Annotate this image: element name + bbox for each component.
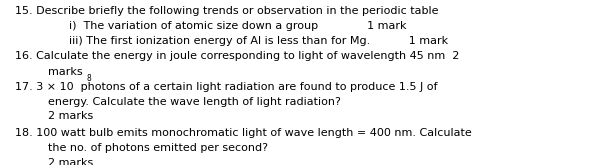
- Text: i)  The variation of atomic size down a group              1 mark: i) The variation of atomic size down a g…: [69, 21, 406, 31]
- Text: 2 marks: 2 marks: [48, 158, 93, 165]
- Text: iii) The first ionization energy of Al is less than for Mg.           1 mark: iii) The first ionization energy of Al i…: [69, 36, 448, 46]
- Text: 17. 3 × 10  photons of a certain light radiation are found to produce 1.5 J of: 17. 3 × 10 photons of a certain light ra…: [15, 82, 438, 92]
- Text: 2 marks: 2 marks: [48, 111, 93, 121]
- Text: marks: marks: [48, 67, 82, 77]
- Text: energy. Calculate the wave length of light radiation?: energy. Calculate the wave length of lig…: [48, 97, 341, 107]
- Text: 16. Calculate the energy in joule corresponding to light of wavelength 45 nm  2: 16. Calculate the energy in joule corres…: [15, 51, 459, 61]
- Text: 8: 8: [86, 74, 91, 83]
- Text: the no. of photons emitted per second?: the no. of photons emitted per second?: [48, 143, 268, 153]
- Text: 18. 100 watt bulb emits monochromatic light of wave length = 400 nm. Calculate: 18. 100 watt bulb emits monochromatic li…: [15, 128, 472, 138]
- Text: 15. Describe briefly the following trends or observation in the periodic table: 15. Describe briefly the following trend…: [15, 5, 438, 16]
